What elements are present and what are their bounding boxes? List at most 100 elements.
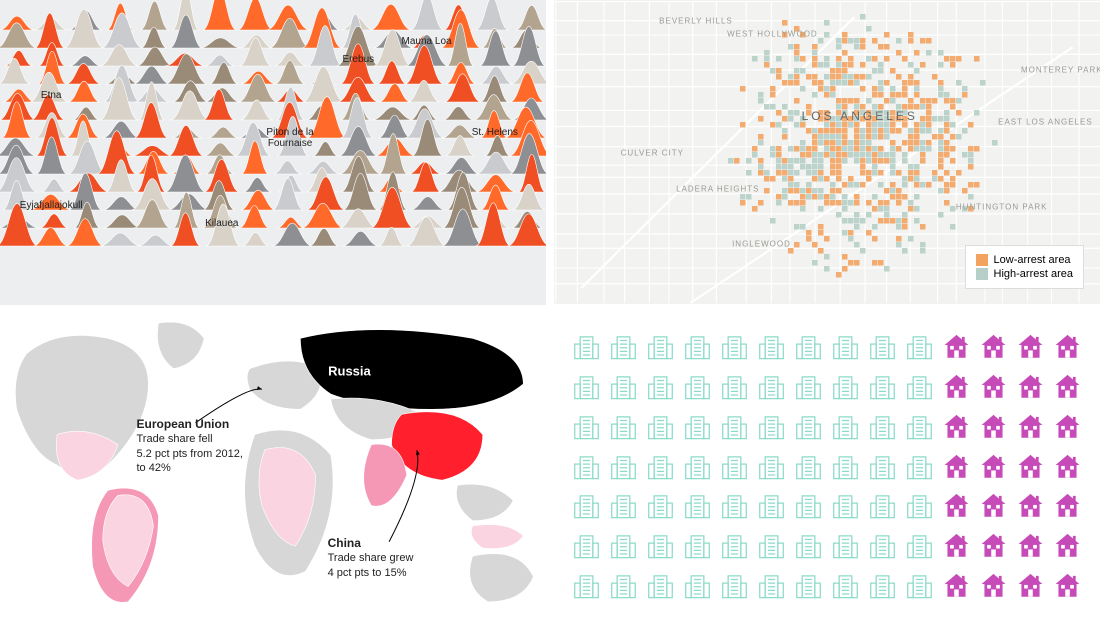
building-icon — [720, 568, 749, 602]
arrest-cell — [830, 86, 836, 92]
volcano-peak — [239, 38, 272, 66]
arrest-cell — [884, 32, 890, 38]
pictogram-cell — [720, 449, 749, 483]
arrest-cell — [866, 128, 872, 134]
arrest-cell — [908, 32, 914, 38]
arrest-cell — [848, 98, 854, 104]
arrest-cell — [866, 152, 872, 158]
arrest-cell — [962, 188, 968, 194]
arrest-cell — [836, 68, 842, 74]
arrest-cell — [962, 128, 968, 134]
arrest-cell — [944, 98, 950, 104]
arrest-cell — [812, 92, 818, 98]
arrest-cell — [800, 206, 806, 212]
arrest-cell — [836, 62, 842, 68]
volcano-label: Etna — [41, 90, 62, 101]
pictogram-cell — [979, 409, 1008, 443]
volcano-peak — [68, 81, 100, 102]
arrest-cell — [884, 266, 890, 272]
arrest-cell — [932, 74, 938, 80]
arrest-cell — [890, 152, 896, 158]
pictogram-cell — [1053, 369, 1082, 403]
arrest-cell — [848, 230, 854, 236]
arrest-cell — [944, 116, 950, 122]
arrest-cell — [806, 182, 812, 188]
arrest-cell — [938, 86, 944, 92]
arrest-cell — [788, 110, 794, 116]
arrest-cell — [938, 128, 944, 134]
callout-line: to 42% — [137, 461, 243, 475]
volcano-peak — [379, 84, 411, 102]
pictogram-cell — [1053, 568, 1082, 602]
arrest-cell — [812, 62, 818, 68]
arrest-cell — [902, 92, 908, 98]
arrest-cell — [854, 80, 860, 86]
arrest-cell — [752, 152, 758, 158]
pictogram-cell — [1053, 528, 1082, 562]
arrest-cell — [860, 62, 866, 68]
house-icon — [979, 329, 1008, 363]
arrest-cell — [776, 110, 782, 116]
arrest-cell — [854, 260, 860, 266]
arrest-cell — [944, 152, 950, 158]
volcano-peak — [475, 0, 508, 30]
world-map-svg — [0, 313, 546, 618]
map-area-label: BEVERLY HILLS — [659, 17, 733, 26]
pictogram-cell — [683, 528, 712, 562]
house-icon — [1016, 409, 1045, 443]
arrest-cell — [914, 176, 920, 182]
building-icon — [794, 568, 823, 602]
arrest-cell — [794, 74, 800, 80]
arrest-cell — [920, 146, 926, 152]
arrest-cell — [854, 200, 860, 206]
arrest-cell — [758, 134, 764, 140]
arrest-cell — [836, 80, 842, 86]
arrest-cell — [902, 158, 908, 164]
arrest-cell — [812, 56, 818, 62]
pictogram-cell — [794, 568, 823, 602]
arrest-cell — [914, 170, 920, 176]
arrest-cell — [740, 86, 746, 92]
pictogram-cell — [646, 488, 675, 522]
pictogram-cell — [1053, 329, 1082, 363]
pictogram-cell — [942, 409, 971, 443]
pictogram-cell — [868, 369, 897, 403]
pictogram-cell — [646, 568, 675, 602]
arrest-cell — [818, 38, 824, 44]
arrest-cell — [866, 26, 872, 32]
arrest-cell — [770, 92, 776, 98]
pictogram-cell — [683, 369, 712, 403]
house-icon — [1016, 369, 1045, 403]
arrest-cell — [920, 62, 926, 68]
arrest-cell — [782, 80, 788, 86]
arrest-cell — [788, 80, 794, 86]
arrest-cell — [866, 212, 872, 218]
pictogram-cell — [683, 409, 712, 443]
arrest-cell — [914, 194, 920, 200]
arrest-cell — [848, 140, 854, 146]
arrest-cell — [830, 68, 836, 74]
pictogram-cell — [572, 369, 601, 403]
building-icon — [572, 369, 601, 403]
arrest-cell — [884, 200, 890, 206]
arrest-cell — [860, 182, 866, 188]
arrest-cell — [890, 68, 896, 74]
arrest-cell — [836, 200, 842, 206]
arrest-cell — [758, 98, 764, 104]
building-icon — [609, 488, 638, 522]
pictogram-cell — [868, 409, 897, 443]
arrest-cell — [812, 188, 818, 194]
house-icon — [942, 329, 971, 363]
volcano-peak — [170, 213, 201, 246]
arrest-cell — [914, 140, 920, 146]
arrest-cell — [902, 80, 908, 86]
arrest-cell — [956, 110, 962, 116]
arrest-cell — [902, 218, 908, 224]
pictogram-cell — [905, 329, 934, 363]
building-icon — [868, 329, 897, 363]
arrest-cell — [866, 146, 872, 152]
house-icon — [942, 488, 971, 522]
arrest-cell — [902, 152, 908, 158]
arrest-cell — [872, 134, 878, 140]
building-icon — [905, 568, 934, 602]
